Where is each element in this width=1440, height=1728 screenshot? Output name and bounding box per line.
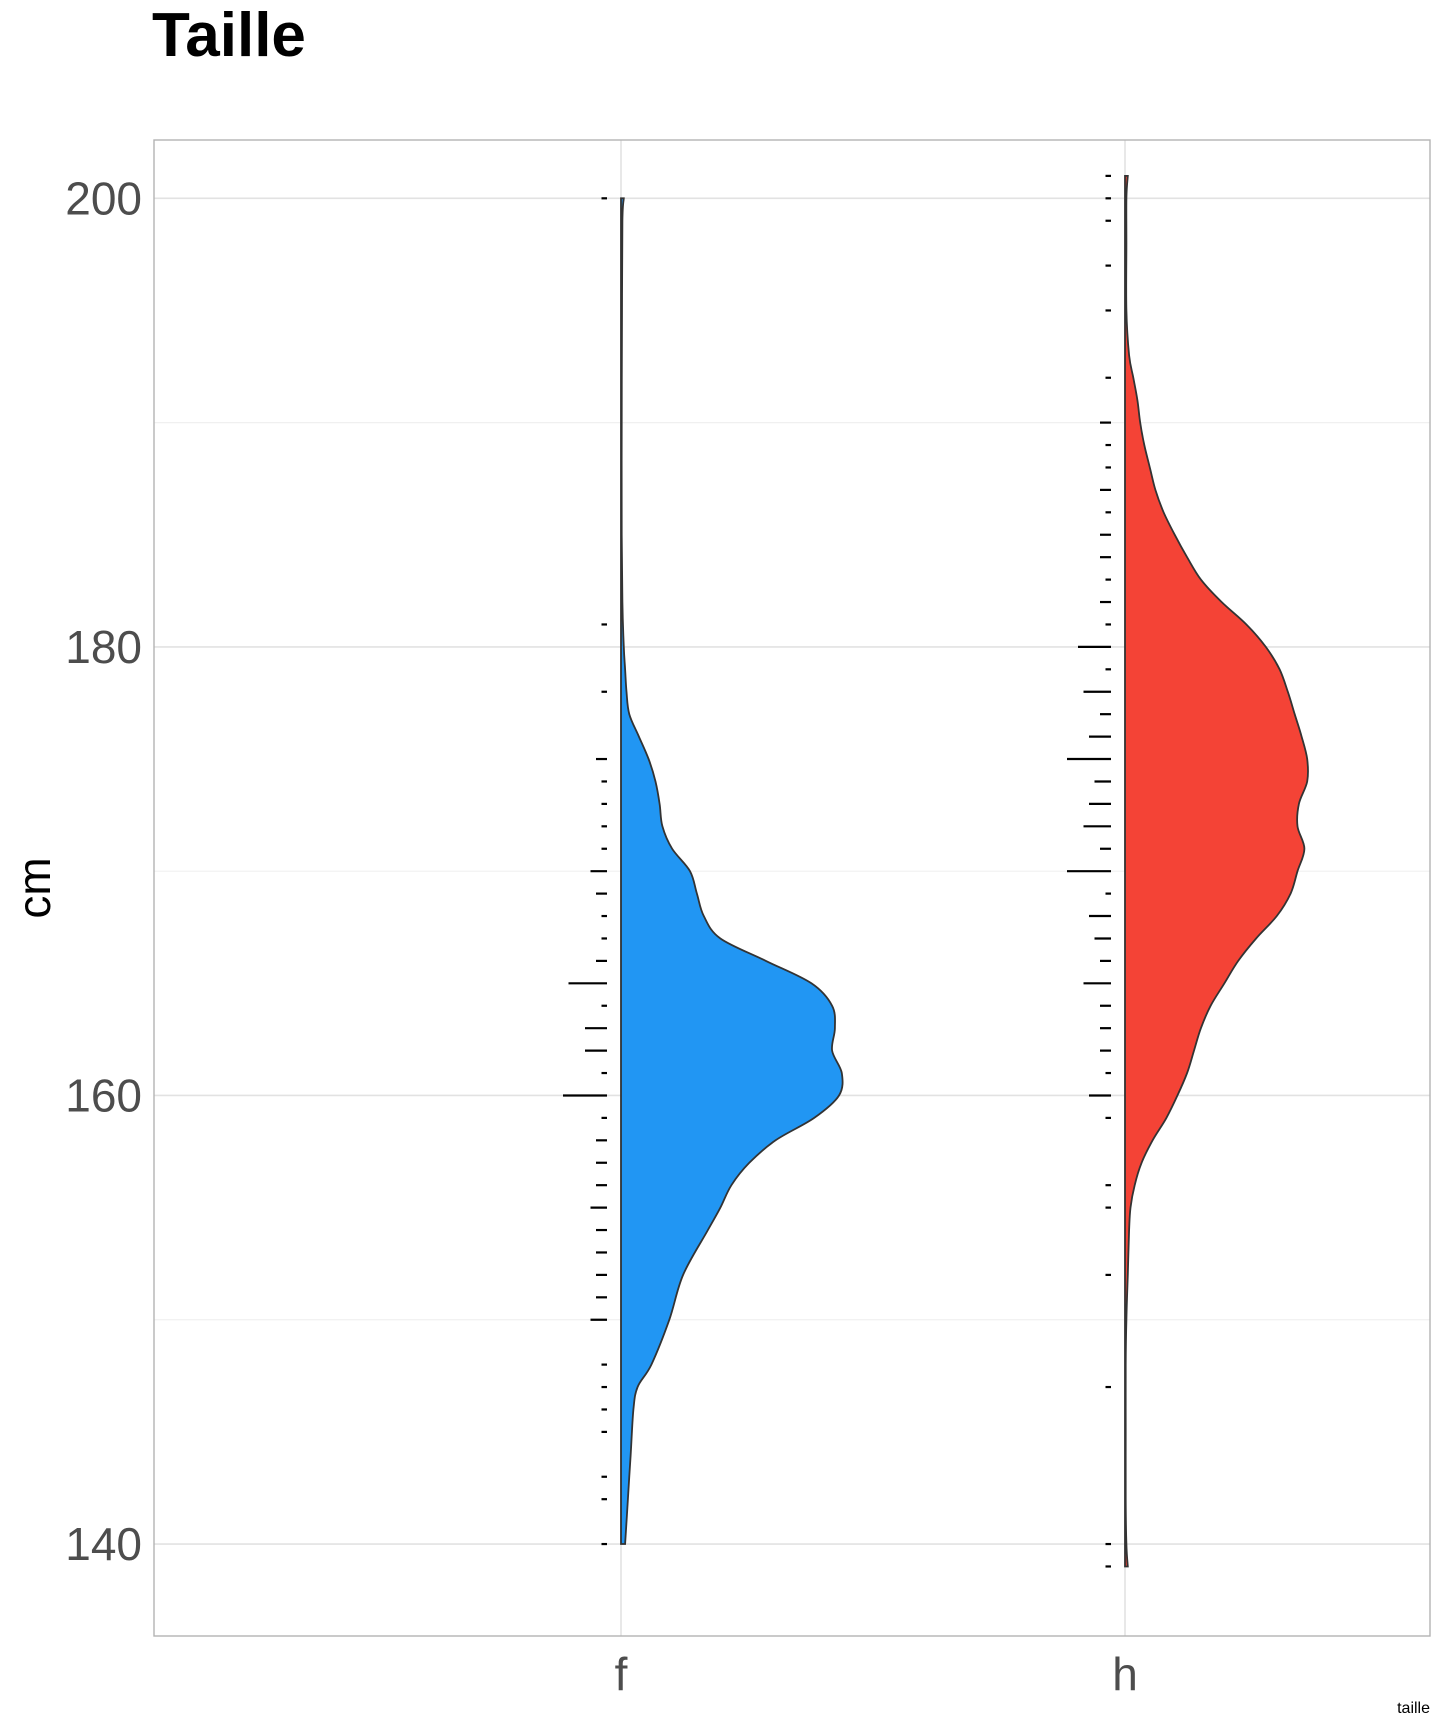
y-axis-label: cm: [8, 857, 60, 918]
x-tick-label: f: [615, 1648, 628, 1700]
violin-h: [1124, 175, 1309, 1568]
y-tick-label: 140: [65, 1518, 142, 1570]
caption: taille: [1397, 1700, 1430, 1717]
y-axis-ticks: 140 160 180 200: [65, 172, 142, 1570]
violins: [620, 175, 1309, 1568]
x-tick-label: h: [1112, 1648, 1138, 1700]
rug-marks: [563, 174, 1111, 1568]
y-tick-label: 180: [65, 621, 142, 673]
y-tick-label: 160: [65, 1069, 142, 1121]
violin-f: [620, 197, 844, 1545]
y-tick-label: 200: [65, 172, 142, 224]
panel-border: [153, 139, 1431, 1637]
chart-title: Taille: [152, 1, 306, 70]
